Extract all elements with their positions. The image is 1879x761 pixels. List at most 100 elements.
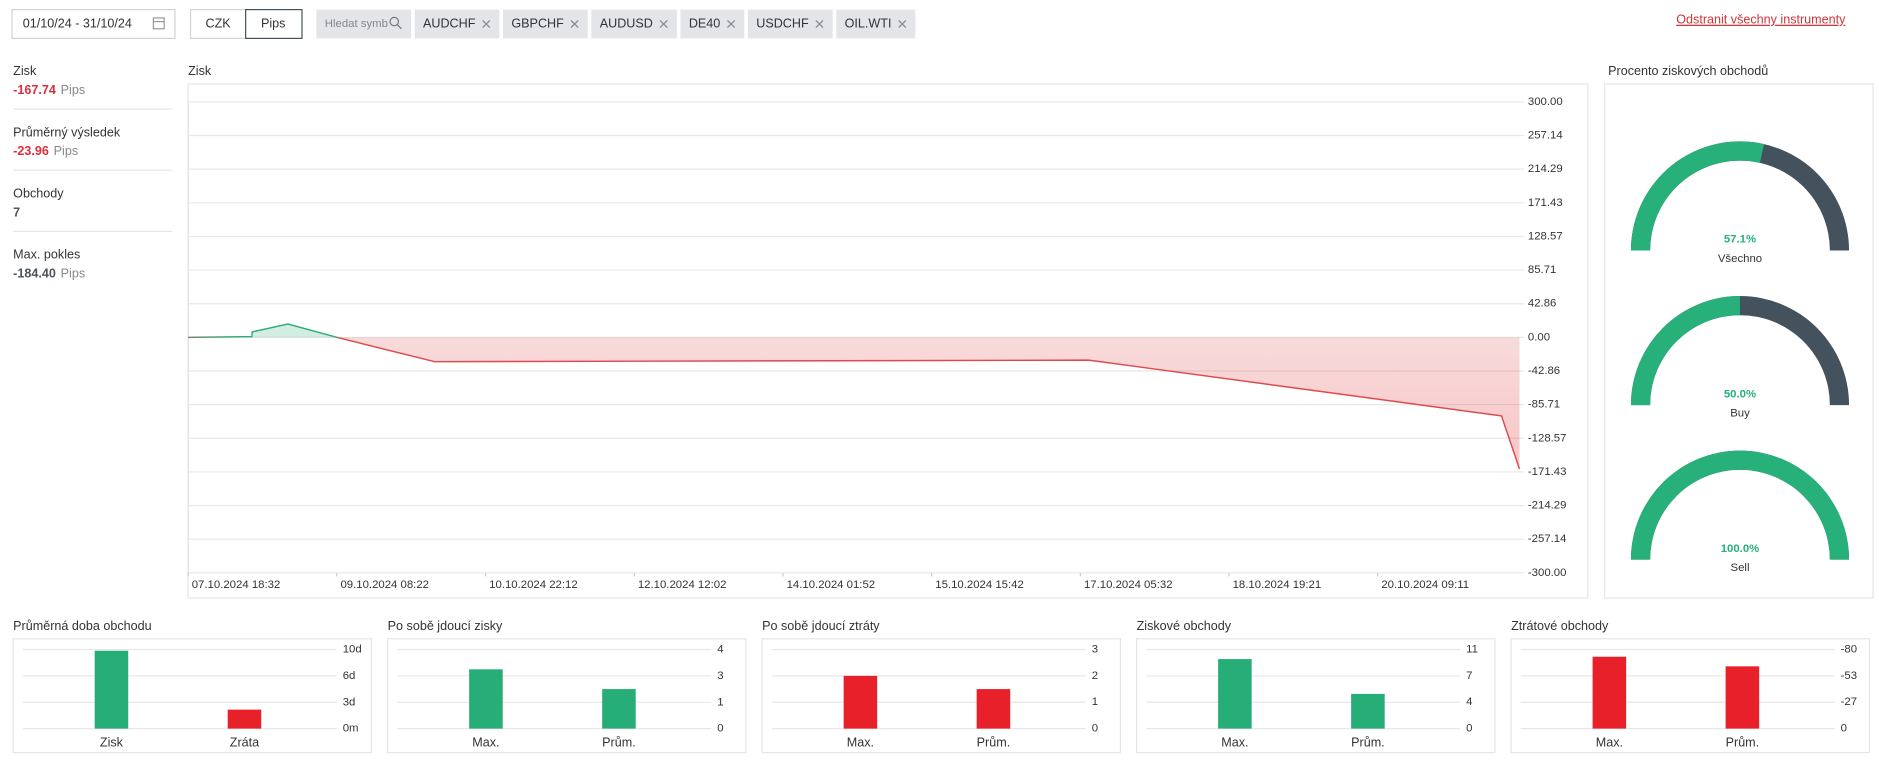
stat-number: 7 xyxy=(13,206,20,220)
y-tick-label: -27 xyxy=(1841,696,1857,708)
profit-line xyxy=(188,323,1521,470)
instrument-chip: AUDUSD xyxy=(591,9,677,39)
bar xyxy=(469,669,503,729)
chip-label: AUDCHF xyxy=(423,16,476,30)
y-tick-label: 10d xyxy=(343,644,362,656)
stat-value: -184.40 Pips xyxy=(13,267,85,281)
bar xyxy=(602,689,636,729)
y-tick-label: 0 xyxy=(1841,723,1847,735)
search-placeholder: Hledat symb xyxy=(325,18,388,30)
x-tick-label: 09.10.2024 08:22 xyxy=(340,579,429,591)
toggle-label: Pips xyxy=(261,16,285,30)
bar xyxy=(1351,693,1385,729)
y-tick-label: 128.57 xyxy=(1528,230,1563,242)
chart-title: Po sobě jdoucí ztráty xyxy=(762,619,880,633)
instrument-chip: GBPCHF xyxy=(502,9,588,39)
toggle-pips[interactable] xyxy=(245,9,303,39)
y-tick-label: 0 xyxy=(1466,723,1472,735)
chip-remove[interactable] xyxy=(482,19,491,29)
bar-panel xyxy=(1136,638,1496,754)
chip-remove[interactable] xyxy=(815,19,824,29)
bar-panel xyxy=(1510,638,1871,754)
x-tick-label: Max. xyxy=(847,735,874,749)
y-tick-label: 1 xyxy=(717,696,723,708)
y-tick-label: -80 xyxy=(1841,644,1857,656)
x-tick-label: 20.10.2024 09:11 xyxy=(1381,579,1469,591)
chart-title: Zisk xyxy=(188,64,212,78)
y-tick-label: 214.29 xyxy=(1528,163,1563,175)
toggle-label: CZK xyxy=(206,16,232,30)
chip-remove[interactable] xyxy=(727,19,736,29)
y-tick-label: -42.86 xyxy=(1528,365,1560,377)
remove-all-link[interactable]: Odstranit všechny instrumenty xyxy=(1676,13,1846,27)
y-tick-label: 0.00 xyxy=(1528,331,1550,343)
stat-unit: Pips xyxy=(61,83,85,97)
gauge-value: 50.0% xyxy=(1724,388,1756,400)
x-tick-label: Zisk xyxy=(100,735,124,749)
x-tick-label: Prům. xyxy=(977,735,1011,749)
stat-value: -167.74 Pips xyxy=(13,83,85,97)
x-tick-label: Prům. xyxy=(1726,735,1760,749)
chip-remove-stroke xyxy=(570,19,579,29)
gauge-arc xyxy=(1630,141,1765,251)
bar-panel xyxy=(387,638,747,754)
bar-panel xyxy=(761,638,1122,754)
search-icon xyxy=(389,16,402,30)
y-tick-label: 4 xyxy=(1466,696,1472,708)
y-tick-label: -128.57 xyxy=(1528,432,1567,444)
y-tick-label: 0 xyxy=(717,723,723,735)
y-tick-label: 0 xyxy=(1092,723,1098,735)
x-tick-label: 10.10.2024 22:12 xyxy=(489,579,578,591)
y-tick-label: 3d xyxy=(343,696,356,708)
x-tick-label: 17.10.2024 05:32 xyxy=(1084,579,1173,591)
gauge-value: 100.0% xyxy=(1721,543,1760,555)
y-tick-label: -214.29 xyxy=(1528,500,1567,512)
x-tick-label: 14.10.2024 01:52 xyxy=(787,579,876,591)
x-tick-label: Prům. xyxy=(602,735,636,749)
stat-number: -23.96 xyxy=(13,145,49,159)
chip-remove-stroke xyxy=(815,19,824,29)
y-tick-label: 6d xyxy=(343,670,356,682)
y-tick-label: -53 xyxy=(1841,670,1857,682)
x-tick-label: Max. xyxy=(472,735,499,749)
instrument-chip: USDCHF xyxy=(747,9,833,39)
chip-remove-stroke xyxy=(898,19,907,29)
y-tick-label: 300.00 xyxy=(1528,96,1563,108)
chip-bg xyxy=(414,9,500,39)
stat-value: -23.96 Pips xyxy=(13,145,78,159)
calendar-icon xyxy=(152,17,165,30)
gauge-panel xyxy=(1603,83,1874,599)
chart-title: Procento ziskových obchodů xyxy=(1608,64,1768,78)
y-tick-label: 4 xyxy=(717,644,723,656)
x-tick-label: 18.10.2024 19:21 xyxy=(1233,579,1322,591)
y-tick-label: 3 xyxy=(1092,644,1098,656)
stat-label: Průměrný výsledek xyxy=(13,125,121,139)
chip-remove[interactable] xyxy=(570,19,579,29)
y-tick-label: 7 xyxy=(1466,670,1472,682)
y-tick-label: -85.71 xyxy=(1528,399,1560,411)
search-box[interactable] xyxy=(316,9,412,39)
chip-remove[interactable] xyxy=(898,19,907,29)
stat-label: Zisk xyxy=(13,64,37,78)
chip-remove[interactable] xyxy=(659,19,668,29)
stat-unit: Pips xyxy=(54,145,78,159)
chip-bg xyxy=(591,9,677,39)
y-tick-label: 257.14 xyxy=(1528,130,1563,142)
x-tick-label: Max. xyxy=(1596,735,1623,749)
bar xyxy=(1592,656,1627,729)
y-tick-label: 11 xyxy=(1466,644,1478,656)
chip-label: OIL.WTI xyxy=(845,16,892,30)
y-tick-label: 0m xyxy=(343,723,359,735)
stat-value: 7 xyxy=(13,206,20,220)
stat-label: Obchody xyxy=(13,186,64,200)
stat-unit: Pips xyxy=(61,267,85,281)
chip-label: USDCHF xyxy=(756,16,809,30)
date-range-box[interactable] xyxy=(11,9,176,39)
chart-title: Ziskové obchody xyxy=(1137,619,1232,633)
y-tick-label: 1 xyxy=(1092,696,1098,708)
chip-bg xyxy=(502,9,588,39)
gauge-arc xyxy=(1630,450,1850,560)
bar xyxy=(94,650,129,729)
chip-remove-stroke xyxy=(727,19,736,29)
stat-label: Max. pokles xyxy=(13,248,80,262)
